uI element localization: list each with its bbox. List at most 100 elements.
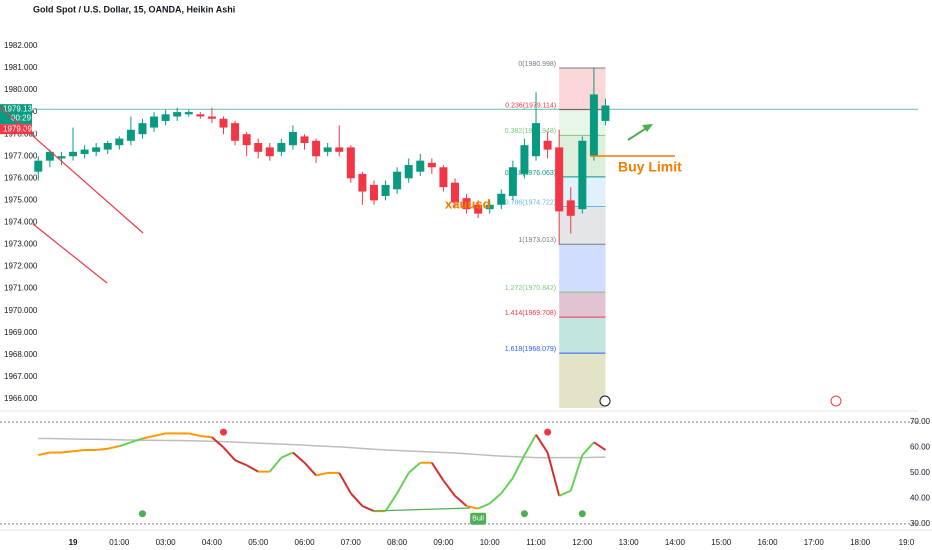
prev-price-label: 1979.090 — [3, 124, 37, 133]
candle-body — [184, 112, 193, 115]
oscillator-segment — [292, 451, 306, 464]
signal-box — [470, 512, 487, 525]
y-tick-label: 1969.000 — [4, 328, 38, 337]
fib-label: 1.414(1969.708) — [505, 310, 556, 317]
x-tick-label: 07:00 — [341, 538, 362, 547]
x-tick-label: 06:00 — [295, 538, 316, 547]
x-tick-label: 19 — [69, 538, 78, 547]
x-tick-label: 18:00 — [850, 538, 871, 547]
oscillator-segment — [338, 472, 352, 494]
oscillator-segment — [350, 492, 364, 507]
fib-label: 0.618(1976.063) — [505, 170, 556, 177]
y2-tick-label: 50.00 — [910, 468, 931, 477]
y-tick-label: 1980.000 — [4, 85, 38, 94]
candle-body — [80, 149, 89, 155]
oscillator-segment — [211, 436, 225, 449]
arrow — [627, 126, 649, 141]
candle-body — [427, 162, 436, 168]
countdown-label: 00:29 — [11, 113, 32, 122]
oscillator-segment — [280, 451, 294, 459]
candle-body — [508, 167, 517, 196]
oscillator-segment — [153, 432, 166, 437]
candle-body — [219, 118, 228, 128]
candle-body — [393, 171, 402, 190]
candle-body — [335, 147, 344, 152]
y-tick-label: 1973.000 — [4, 240, 38, 249]
candle-body — [578, 140, 587, 210]
candle-body — [346, 147, 355, 179]
oscillator-segment — [107, 445, 120, 450]
oscillator-segment — [593, 441, 607, 451]
oscillator-segment — [246, 464, 259, 473]
x-tick-label: 19:0 — [899, 538, 915, 547]
signal-dot — [544, 428, 552, 436]
x-tick-label: 15:00 — [711, 538, 732, 547]
y-tick-label: 1976.000 — [4, 173, 38, 182]
candle-body — [474, 204, 483, 214]
oscillator-segment — [96, 447, 108, 451]
oscillator-segment — [431, 462, 445, 482]
oscillator-segment — [408, 461, 421, 474]
fib-band — [559, 292, 606, 318]
event-icon[interactable] — [830, 395, 842, 407]
fib-band — [559, 68, 606, 110]
signal-label: Bull — [472, 516, 484, 523]
x-tick-label: 14:00 — [665, 538, 686, 547]
oscillator-segment — [500, 477, 514, 494]
candle-body — [242, 134, 251, 146]
y-tick-label: 1972.000 — [4, 262, 38, 271]
y2-tick-label: 60.00 — [910, 443, 931, 452]
candle-body — [381, 184, 390, 196]
oscillator-segment — [546, 452, 561, 497]
fib-band — [559, 353, 606, 408]
x-tick-label: 11:00 — [526, 538, 546, 547]
fib-label: 1(1973.013) — [518, 237, 556, 244]
candle-body — [601, 105, 610, 121]
candle-body — [103, 142, 112, 150]
candle-body — [92, 147, 101, 152]
plot: 0(1980.998) 0.236(1979.114) 0.382(1977.948… — [0, 41, 931, 547]
event-icon[interactable] — [599, 395, 611, 407]
fib-label: 1.618(1968.079) — [505, 346, 556, 353]
x-tick-label: 09:00 — [433, 538, 454, 547]
oscillator-segment — [489, 492, 502, 505]
fib-label: 0.382(1977.948) — [505, 128, 556, 135]
annotation: xauusd — [445, 196, 491, 211]
y-tick-label: 1971.000 — [4, 284, 38, 293]
candle-body — [532, 123, 541, 157]
x-tick-label: 01:00 — [109, 538, 130, 547]
last-price-label: 1979.134 — [3, 104, 37, 113]
candle-body — [161, 114, 170, 121]
baseline-line — [38, 437, 606, 459]
y2-tick-label: 40.00 — [910, 494, 931, 503]
candle-body — [358, 173, 367, 192]
trend-line — [0, 106, 144, 234]
prev-price-box — [0, 124, 32, 135]
candle-body — [34, 160, 43, 172]
y-tick-label: 1982.000 — [4, 41, 38, 50]
candle-body — [265, 147, 274, 157]
candle-body — [497, 193, 506, 205]
oscillator-segment — [130, 437, 143, 444]
candle-body — [115, 138, 124, 146]
candle-body — [462, 198, 471, 210]
oscillator-segment — [477, 502, 491, 510]
candle-body — [439, 167, 448, 188]
oscillator-segment — [142, 434, 155, 440]
oscillator-segment — [38, 451, 51, 457]
oscillator-segment — [384, 492, 398, 512]
y-tick-label: 1967.000 — [4, 372, 38, 381]
y-tick-label: 1975.000 — [4, 195, 38, 204]
candle-body — [69, 151, 78, 157]
x-tick-label: 13:00 — [619, 538, 640, 547]
last-price-box — [0, 104, 32, 125]
oscillator-segment — [119, 441, 132, 448]
y-tick-label: 1974.000 — [4, 218, 38, 227]
fib-label: 0.786(1974.722) — [505, 199, 556, 206]
signal-dot — [138, 510, 146, 518]
candle-body — [207, 116, 216, 119]
oscillator-segment — [396, 472, 410, 494]
x-tick-label: 17:00 — [804, 538, 825, 547]
